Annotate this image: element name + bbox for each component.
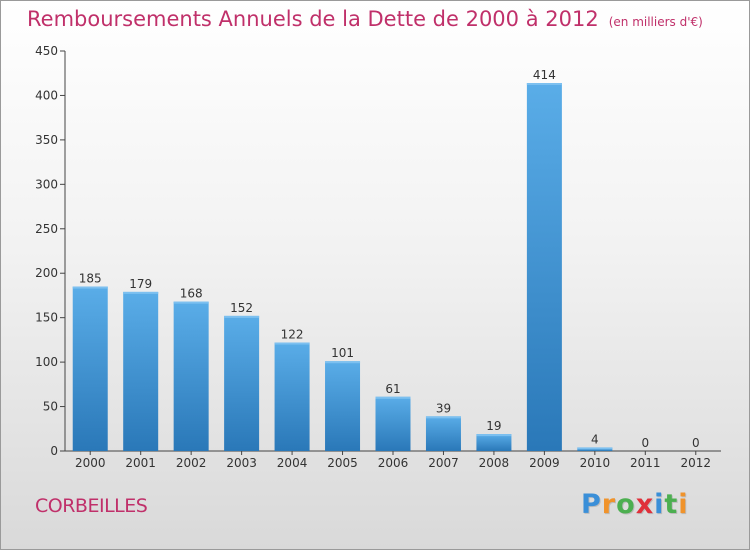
bar — [526, 83, 562, 451]
bar-highlight — [123, 291, 159, 294]
x-tick-label: 2006 — [378, 456, 409, 470]
bar-highlight — [224, 315, 260, 318]
data-label: 101 — [331, 346, 354, 360]
bar-highlight — [325, 361, 361, 364]
data-label: 414 — [533, 68, 556, 82]
bar-highlight — [274, 342, 310, 345]
data-label: 179 — [129, 277, 152, 291]
x-tick-label: 2002 — [176, 456, 207, 470]
logo-letter: P — [581, 489, 602, 520]
data-label: 122 — [281, 328, 304, 342]
bar-highlight — [173, 301, 209, 304]
logo-letter: i — [654, 489, 665, 520]
bar-highlight — [526, 83, 562, 85]
bar-highlight — [577, 447, 613, 450]
data-label: 0 — [692, 436, 700, 450]
x-tick-label: 2011 — [630, 456, 661, 470]
x-tick-label: 2003 — [226, 456, 257, 470]
y-tick-label: 250 — [35, 222, 58, 236]
bar — [224, 315, 260, 451]
y-tick-label: 50 — [43, 400, 58, 414]
y-tick-label: 400 — [35, 88, 58, 102]
data-label: 168 — [180, 287, 203, 301]
bars — [72, 83, 613, 451]
bar — [173, 301, 209, 451]
x-tick-label: 2001 — [125, 456, 156, 470]
x-tick-label: 2000 — [75, 456, 106, 470]
y-tick-label: 450 — [35, 44, 58, 58]
bar — [476, 434, 512, 451]
data-label: 152 — [230, 301, 253, 315]
value-labels: 185 179 168 152 122 101 61 39 19 414 4 0 0 — [79, 68, 700, 450]
x-tick-label: 2005 — [327, 456, 358, 470]
bar-highlight — [72, 286, 108, 289]
bar-highlight — [476, 434, 512, 437]
x-tick-label: 2004 — [277, 456, 308, 470]
bar — [375, 396, 411, 451]
data-label: 61 — [385, 382, 400, 396]
y-tick-label: 200 — [35, 266, 58, 280]
y-tick-label: 0 — [50, 444, 58, 458]
y-tick-label: 100 — [35, 355, 58, 369]
logo-letter: r — [601, 489, 617, 520]
bar — [425, 416, 461, 451]
bar — [123, 291, 159, 451]
chart-title-text: Remboursements Annuels de la Dette de 20… — [27, 7, 599, 31]
logo-letter: t — [664, 489, 679, 520]
data-label: 4 — [591, 432, 599, 446]
chart-title: Remboursements Annuels de la Dette de 20… — [27, 7, 703, 31]
y-tick-label: 300 — [35, 177, 58, 191]
x-tick-label: 2009 — [529, 456, 560, 470]
data-label: 39 — [436, 401, 451, 415]
commune-name: CORBEILLES — [35, 495, 148, 517]
logo-letter: x — [635, 489, 655, 520]
bar-highlight — [375, 396, 411, 399]
bar — [72, 286, 108, 451]
x-tick-label: 2008 — [479, 456, 510, 470]
y-tick-label: 350 — [35, 133, 58, 147]
y-tick-label: 150 — [35, 311, 58, 325]
data-label: 185 — [79, 272, 102, 286]
bar — [274, 342, 310, 451]
chart-subtitle: (en milliers d'€) — [608, 15, 703, 29]
logo-letter: i — [678, 489, 689, 520]
x-tick-label: 2007 — [428, 456, 459, 470]
bar — [325, 361, 361, 451]
data-label: 19 — [486, 419, 501, 433]
bar-highlight — [425, 416, 461, 419]
x-tick-label: 2012 — [680, 456, 711, 470]
logo-letter: o — [616, 489, 636, 520]
x-tick-label: 2010 — [580, 456, 611, 470]
data-label: 0 — [641, 436, 649, 450]
proxiti-logo: Proxiti — [581, 489, 689, 520]
